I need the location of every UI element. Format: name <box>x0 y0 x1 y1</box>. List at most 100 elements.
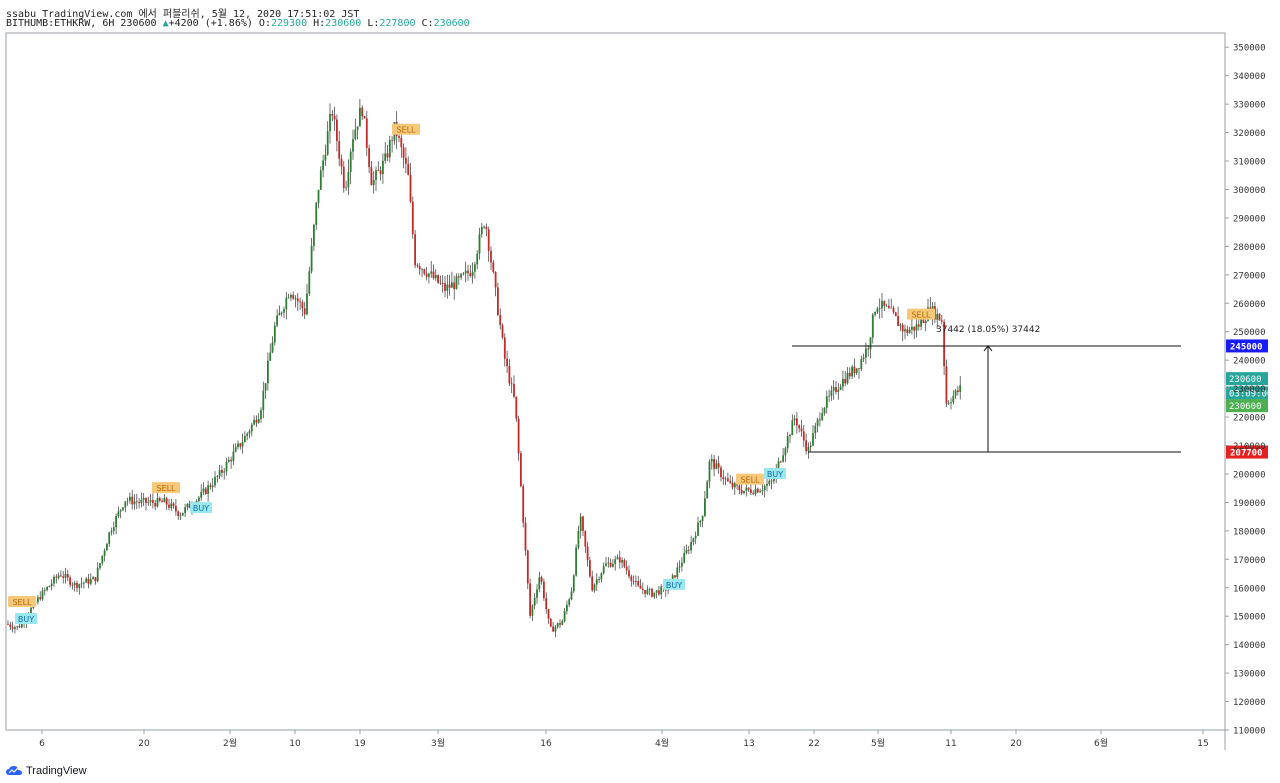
sell-signal-label: SELL <box>156 484 176 493</box>
candle-body <box>706 481 709 499</box>
price-tick-label: 190000 <box>1233 499 1266 509</box>
buy-signal-label: BUY <box>666 581 682 590</box>
candle-body <box>359 107 361 127</box>
time-tick-label: 6 <box>39 739 45 749</box>
candle-body <box>853 366 856 374</box>
time-axis[interactable]: 6 20 2월 10 19 3월 16 4월 13 22 5월 11 20 6월 15 <box>39 730 1209 749</box>
time-tick-label: 10 <box>289 739 301 749</box>
candle-body <box>906 329 909 334</box>
candle-body <box>202 488 205 492</box>
candle-body <box>522 486 525 523</box>
candle-body <box>658 590 660 595</box>
candle-body <box>448 284 451 288</box>
candle-body <box>241 442 244 447</box>
candle-body <box>855 368 858 374</box>
price-tag-label: 230600 <box>1229 375 1262 385</box>
candle-body <box>526 550 529 584</box>
price-tick-label: 240000 <box>1233 357 1266 367</box>
candle-body <box>294 298 297 300</box>
time-tick-label: 13 <box>743 739 754 749</box>
candle-body <box>432 271 435 279</box>
candle-body <box>485 226 488 230</box>
candle-body <box>85 578 88 583</box>
candle-body <box>894 312 897 317</box>
tradingview-cloud-icon <box>6 766 22 775</box>
candle-body <box>722 477 725 480</box>
candle-body <box>331 113 334 116</box>
candle-body <box>370 167 373 186</box>
candle-body <box>655 590 658 593</box>
candle-body <box>605 563 607 567</box>
candle-body <box>593 584 596 591</box>
candle-body <box>770 480 773 482</box>
candle-body <box>156 497 159 507</box>
candle-body <box>563 611 566 621</box>
candle-body <box>579 516 582 532</box>
candle-body <box>708 461 711 482</box>
candle-body <box>635 580 637 582</box>
candle-body <box>683 552 686 563</box>
candle-body <box>244 435 246 443</box>
candle-body <box>598 579 600 580</box>
candle-body <box>559 623 561 625</box>
price-tick-label: 110000 <box>1233 727 1266 737</box>
candle-body <box>250 424 253 432</box>
candle-body <box>276 315 278 326</box>
level-tag <box>1226 339 1268 353</box>
candle-body <box>41 590 44 600</box>
price-tag-label: 03:09:00 <box>1229 389 1272 399</box>
candle-body <box>278 312 281 316</box>
candle-body <box>480 226 483 235</box>
close-label: C: <box>421 18 434 29</box>
high-label: H: <box>313 18 326 29</box>
candle-body <box>225 461 228 472</box>
candle-body <box>809 445 812 447</box>
price-tick-label: 290000 <box>1233 214 1266 224</box>
buy-signal-label: BUY <box>767 470 783 479</box>
candle-body <box>612 563 614 567</box>
candle-body <box>469 273 472 276</box>
candle-body <box>248 431 251 434</box>
candle-body <box>99 563 101 568</box>
candle-body <box>508 366 511 384</box>
candle-body <box>782 455 784 462</box>
candle-body <box>881 300 883 309</box>
candle-body <box>846 372 849 384</box>
candle-body <box>648 589 651 590</box>
candle-body <box>434 275 437 279</box>
candle-body <box>92 577 94 580</box>
candle-body <box>503 337 506 359</box>
candle-body <box>867 348 870 350</box>
candle-body <box>814 425 817 434</box>
candle-body <box>338 141 341 159</box>
candle-body <box>618 557 621 563</box>
time-tick-label: 20 <box>138 739 150 749</box>
candle-body <box>876 308 879 312</box>
candle-body <box>20 621 23 628</box>
candle-body <box>816 419 819 426</box>
candle-body <box>871 314 874 338</box>
candle-body <box>57 575 60 578</box>
candle-body <box>720 467 722 478</box>
candle-body <box>11 626 14 629</box>
sell-signal-label: SELL <box>12 598 32 607</box>
candle-body <box>892 307 895 313</box>
footer-brand[interactable]: TradingView <box>6 765 87 777</box>
candle-body <box>538 577 541 590</box>
candle-body <box>798 425 801 429</box>
candle-body <box>561 620 564 625</box>
candle-body <box>326 131 329 155</box>
candle-body <box>69 577 71 585</box>
price-axis[interactable]: 350000 340000 330000 320000 310000 300000 2900… <box>1225 44 1266 737</box>
candle-body <box>207 485 209 494</box>
candle-body <box>204 488 207 494</box>
candle-body <box>368 147 370 168</box>
price-tag <box>1226 372 1268 386</box>
candle-body <box>773 477 775 482</box>
candle-body <box>50 583 53 586</box>
candle-body <box>501 325 504 338</box>
candle-body <box>582 516 584 531</box>
candle-body <box>87 578 90 584</box>
candle-body <box>690 542 692 551</box>
